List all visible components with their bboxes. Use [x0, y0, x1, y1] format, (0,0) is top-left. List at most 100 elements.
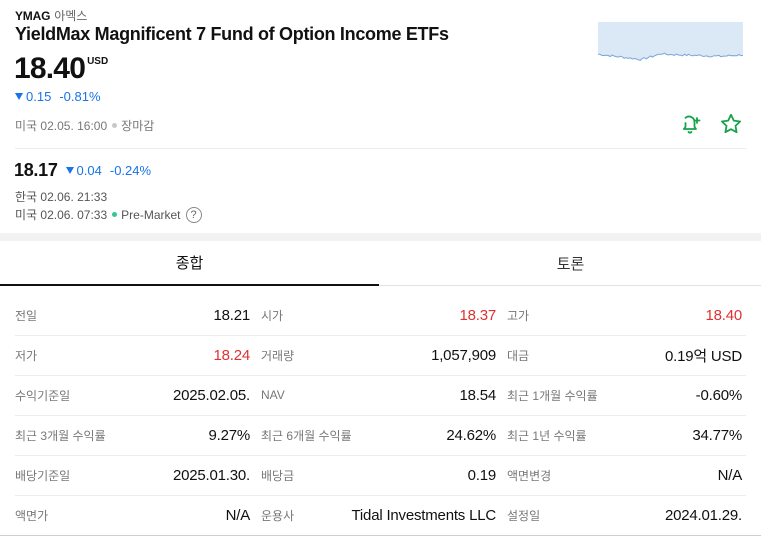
ticker-line: YMAG 아멕스 [15, 7, 87, 24]
row-divider [15, 415, 746, 416]
premarket-quote: 18.17 0.04 -0.24% [14, 160, 151, 181]
stat-value: 18.21 [213, 306, 250, 324]
stat-value: 2025.02.05. [172, 386, 250, 404]
stat-value: 0.19 [467, 466, 497, 484]
stats-row: 수익기준일 2025.02.05. NAV 18.54 최근 1개월 수익률 -0.6… [0, 375, 761, 415]
row-divider [15, 495, 746, 496]
bottom-border [0, 535, 761, 536]
stat-cell: 운용사 Tidal Investments LLC [261, 495, 496, 535]
sparkline-area [598, 22, 743, 61]
price-currency: USD [87, 56, 109, 67]
stat-value: N/A [225, 506, 251, 524]
stat-label: 운용사 [261, 508, 295, 523]
stat-value: 18.24 [213, 346, 250, 364]
stat-cell: 저가 18.24 [15, 335, 250, 375]
triangle-down-icon [15, 93, 23, 100]
session-dot [112, 212, 118, 217]
stat-label: 최근 3개월 수익률 [15, 428, 106, 443]
stat-cell: 최근 3개월 수익률 9.27% [15, 415, 250, 455]
stats-row: 액면가 N/A 운용사 Tidal Investments LLC 설정일 2024.… [0, 495, 761, 535]
stat-label: 최근 1개월 수익률 [507, 388, 598, 403]
stat-value: 0.19억 USD [664, 347, 742, 365]
section-gap [0, 233, 761, 241]
stat-value: -0.60% [695, 386, 743, 404]
stat-label: 최근 6개월 수익률 [261, 428, 352, 443]
row-divider [15, 335, 746, 336]
stat-cell: 시가 18.37 [261, 295, 496, 335]
stat-label: 액면변경 [507, 468, 552, 483]
star-icon[interactable] [718, 111, 744, 137]
stat-cell: NAV 18.54 [261, 375, 496, 415]
row-divider [15, 455, 746, 456]
exchange-name: 아멕스 [54, 9, 88, 23]
stat-label: 배당금 [261, 468, 295, 483]
stat-value: Tidal Investments LLC [351, 506, 497, 524]
stat-cell: 최근 1개월 수익률 -0.60% [507, 375, 742, 415]
stat-cell: 최근 6개월 수익률 24.62% [261, 415, 496, 455]
ticker-symbol: YMAG [15, 9, 51, 23]
stat-cell: 액면가 N/A [15, 495, 250, 535]
stat-label: 시가 [261, 308, 284, 323]
help-icon[interactable]: ? [185, 206, 202, 223]
triangle-down-icon [65, 167, 74, 174]
stat-cell: 고가 18.40 [507, 295, 742, 335]
stat-cell: 배당기준일 2025.01.30. [15, 455, 250, 495]
session-label: Pre-Market [121, 207, 181, 222]
stat-value: 2025.01.30. [172, 466, 250, 484]
stat-value: N/A [717, 466, 743, 484]
stat-label: 거래량 [261, 348, 295, 363]
stat-cell: 배당금 0.19 [261, 455, 496, 495]
korea-time: 한국 02.06. 21:33 [15, 190, 108, 204]
stat-cell: 대금 0.19억 USD [507, 335, 742, 375]
row-divider [15, 375, 746, 376]
stat-label: 최근 1년 수익률 [507, 428, 587, 443]
stats-row: 전일 18.21 시가 18.37 고가 18.40 [0, 295, 761, 335]
stat-label: 배당기준일 [15, 468, 71, 483]
stats-row: 배당기준일 2025.01.30. 배당금 0.19 액면변경 N/A [0, 455, 761, 495]
premarket-change-amount: 0.04 [76, 163, 102, 178]
stat-value: 9.27% [208, 426, 250, 444]
us-time: 미국 02.06. 07:33 [15, 208, 108, 222]
stat-value: 18.54 [459, 386, 496, 404]
price-sparkline[interactable] [598, 22, 743, 87]
stat-label: 저가 [15, 348, 38, 363]
stats-row: 최근 3개월 수익률 9.27% 최근 6개월 수익률 24.62% 최근 1년 수… [0, 415, 761, 455]
stat-label: 액면가 [15, 508, 49, 523]
tab-bar: 종합 토론 [0, 241, 761, 286]
current-price: 18.40 [14, 52, 86, 85]
stat-value: 24.62% [446, 426, 496, 444]
premarket-change-percent: -0.24% [109, 163, 152, 178]
status-label: 장마감 [121, 119, 155, 133]
status-dot [112, 123, 118, 128]
stat-label: 수익기준일 [15, 388, 71, 403]
tab-overview[interactable]: 종합 [0, 241, 379, 286]
stat-label: 설정일 [507, 508, 541, 523]
sparkline-line [598, 52, 743, 61]
stat-cell: 거래량 1,057,909 [261, 335, 496, 375]
stat-cell: 전일 18.21 [15, 295, 250, 335]
price-row: 18.40 USD [14, 52, 108, 86]
us-time-row: 미국 02.06. 07:33 Pre-Market ? [15, 206, 202, 223]
stat-value: 2024.01.29. [664, 506, 742, 524]
stat-cell: 수익기준일 2025.02.05. [15, 375, 250, 415]
stats-row: 저가 18.24 거래량 1,057,909 대금 0.19억 USD [0, 335, 761, 375]
premarket-change: 0.04 -0.24% [65, 163, 152, 178]
bell-plus-icon[interactable] [678, 111, 704, 137]
tab-discussion[interactable]: 토론 [556, 256, 585, 273]
stat-value: 34.77% [692, 426, 742, 444]
stat-label: NAV [261, 388, 285, 402]
section-divider [15, 148, 746, 149]
stat-label: 대금 [507, 348, 530, 363]
stat-cell: 액면변경 N/A [507, 455, 742, 495]
stat-cell: 설정일 2024.01.29. [507, 495, 742, 535]
premarket-price: 18.17 [14, 160, 58, 180]
fund-name: YieldMax Magnificent 7 Fund of Option In… [15, 24, 449, 44]
change-amount: 0.15 [26, 89, 52, 104]
market-status: 미국 02.05. 16:00 장마감 [15, 117, 154, 134]
stat-label: 고가 [507, 308, 530, 323]
price-change: 0.15 -0.81% [15, 89, 101, 104]
quote-header: YMAG 아멕스 YieldMax Magnificent 7 Fund of O… [0, 0, 761, 233]
stat-value: 18.37 [459, 306, 496, 324]
stat-label: 전일 [15, 308, 38, 323]
stat-value: 18.40 [705, 306, 742, 324]
